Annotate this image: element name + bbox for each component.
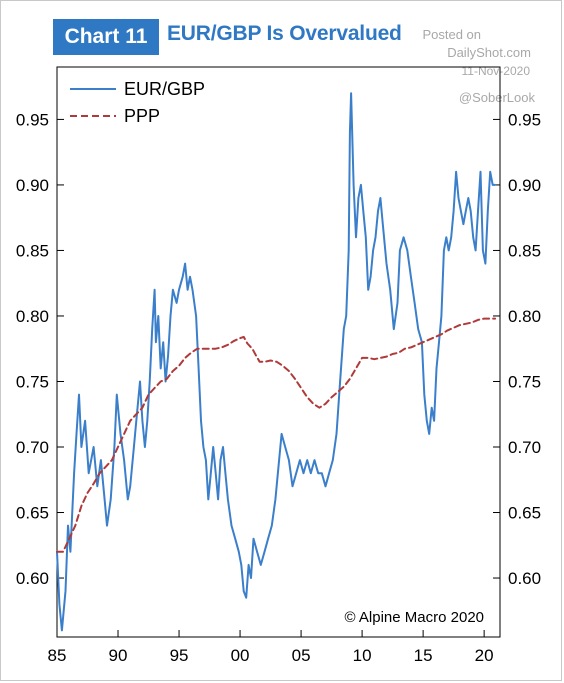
right-axis: 0.60 0.65 0.70 0.75 0.80 0.85 0.90 0.95: [493, 110, 541, 588]
y-tick-label-left: 0.80: [16, 307, 49, 326]
series-line-eurgbp: [56, 92, 497, 632]
y-tick-label-left: 0.95: [16, 110, 49, 129]
y-tick-label-right: 0.70: [508, 438, 541, 457]
y-tick-label-left: 0.70: [16, 438, 49, 457]
x-tick-label: 10: [353, 646, 372, 665]
x-tick-label: 00: [231, 646, 250, 665]
x-axis: 85 90 95 00 05 10 15 20: [48, 630, 494, 665]
watermark-handle: @SoberLook: [458, 90, 535, 105]
legend-label-eurgbp: EUR/GBP: [124, 79, 205, 99]
x-tick-label: 95: [170, 646, 189, 665]
legend: EUR/GBP PPP: [70, 79, 205, 126]
chart-title: EUR/GBP Is Overvalued: [167, 22, 402, 45]
watermark-posted: Posted on: [422, 27, 481, 42]
y-tick-label-right: 0.95: [508, 110, 541, 129]
x-tick-label: 20: [475, 646, 494, 665]
source-label: © Alpine Macro 2020: [345, 609, 484, 626]
series-layer: [56, 92, 497, 632]
x-tick-label: 85: [48, 646, 67, 665]
y-tick-label-right: 0.85: [508, 241, 541, 260]
y-tick-label-left: 0.60: [16, 569, 49, 588]
plot-area-border: [56, 66, 501, 638]
y-tick-label-right: 0.75: [508, 372, 541, 391]
y-tick-label-left: 0.65: [16, 504, 49, 523]
legend-label-ppp: PPP: [124, 106, 160, 126]
watermark-site: DailyShot.com: [447, 45, 531, 60]
x-tick-label: 90: [109, 646, 128, 665]
y-tick-label-left: 0.85: [16, 241, 49, 260]
y-tick-label-right: 0.60: [508, 569, 541, 588]
y-tick-label-left: 0.90: [16, 176, 49, 195]
chart-badge: Chart 11: [53, 19, 159, 55]
left-axis: 0.60 0.65 0.70 0.75 0.80 0.85 0.90 0.95: [16, 110, 64, 588]
y-tick-label-left: 0.75: [16, 372, 49, 391]
x-tick-label: 05: [292, 646, 311, 665]
y-tick-label-right: 0.80: [508, 307, 541, 326]
series-line-ppp: [56, 317, 497, 553]
x-tick-label: 15: [414, 646, 433, 665]
y-tick-label-right: 0.90: [508, 176, 541, 195]
y-tick-label-right: 0.65: [508, 504, 541, 523]
